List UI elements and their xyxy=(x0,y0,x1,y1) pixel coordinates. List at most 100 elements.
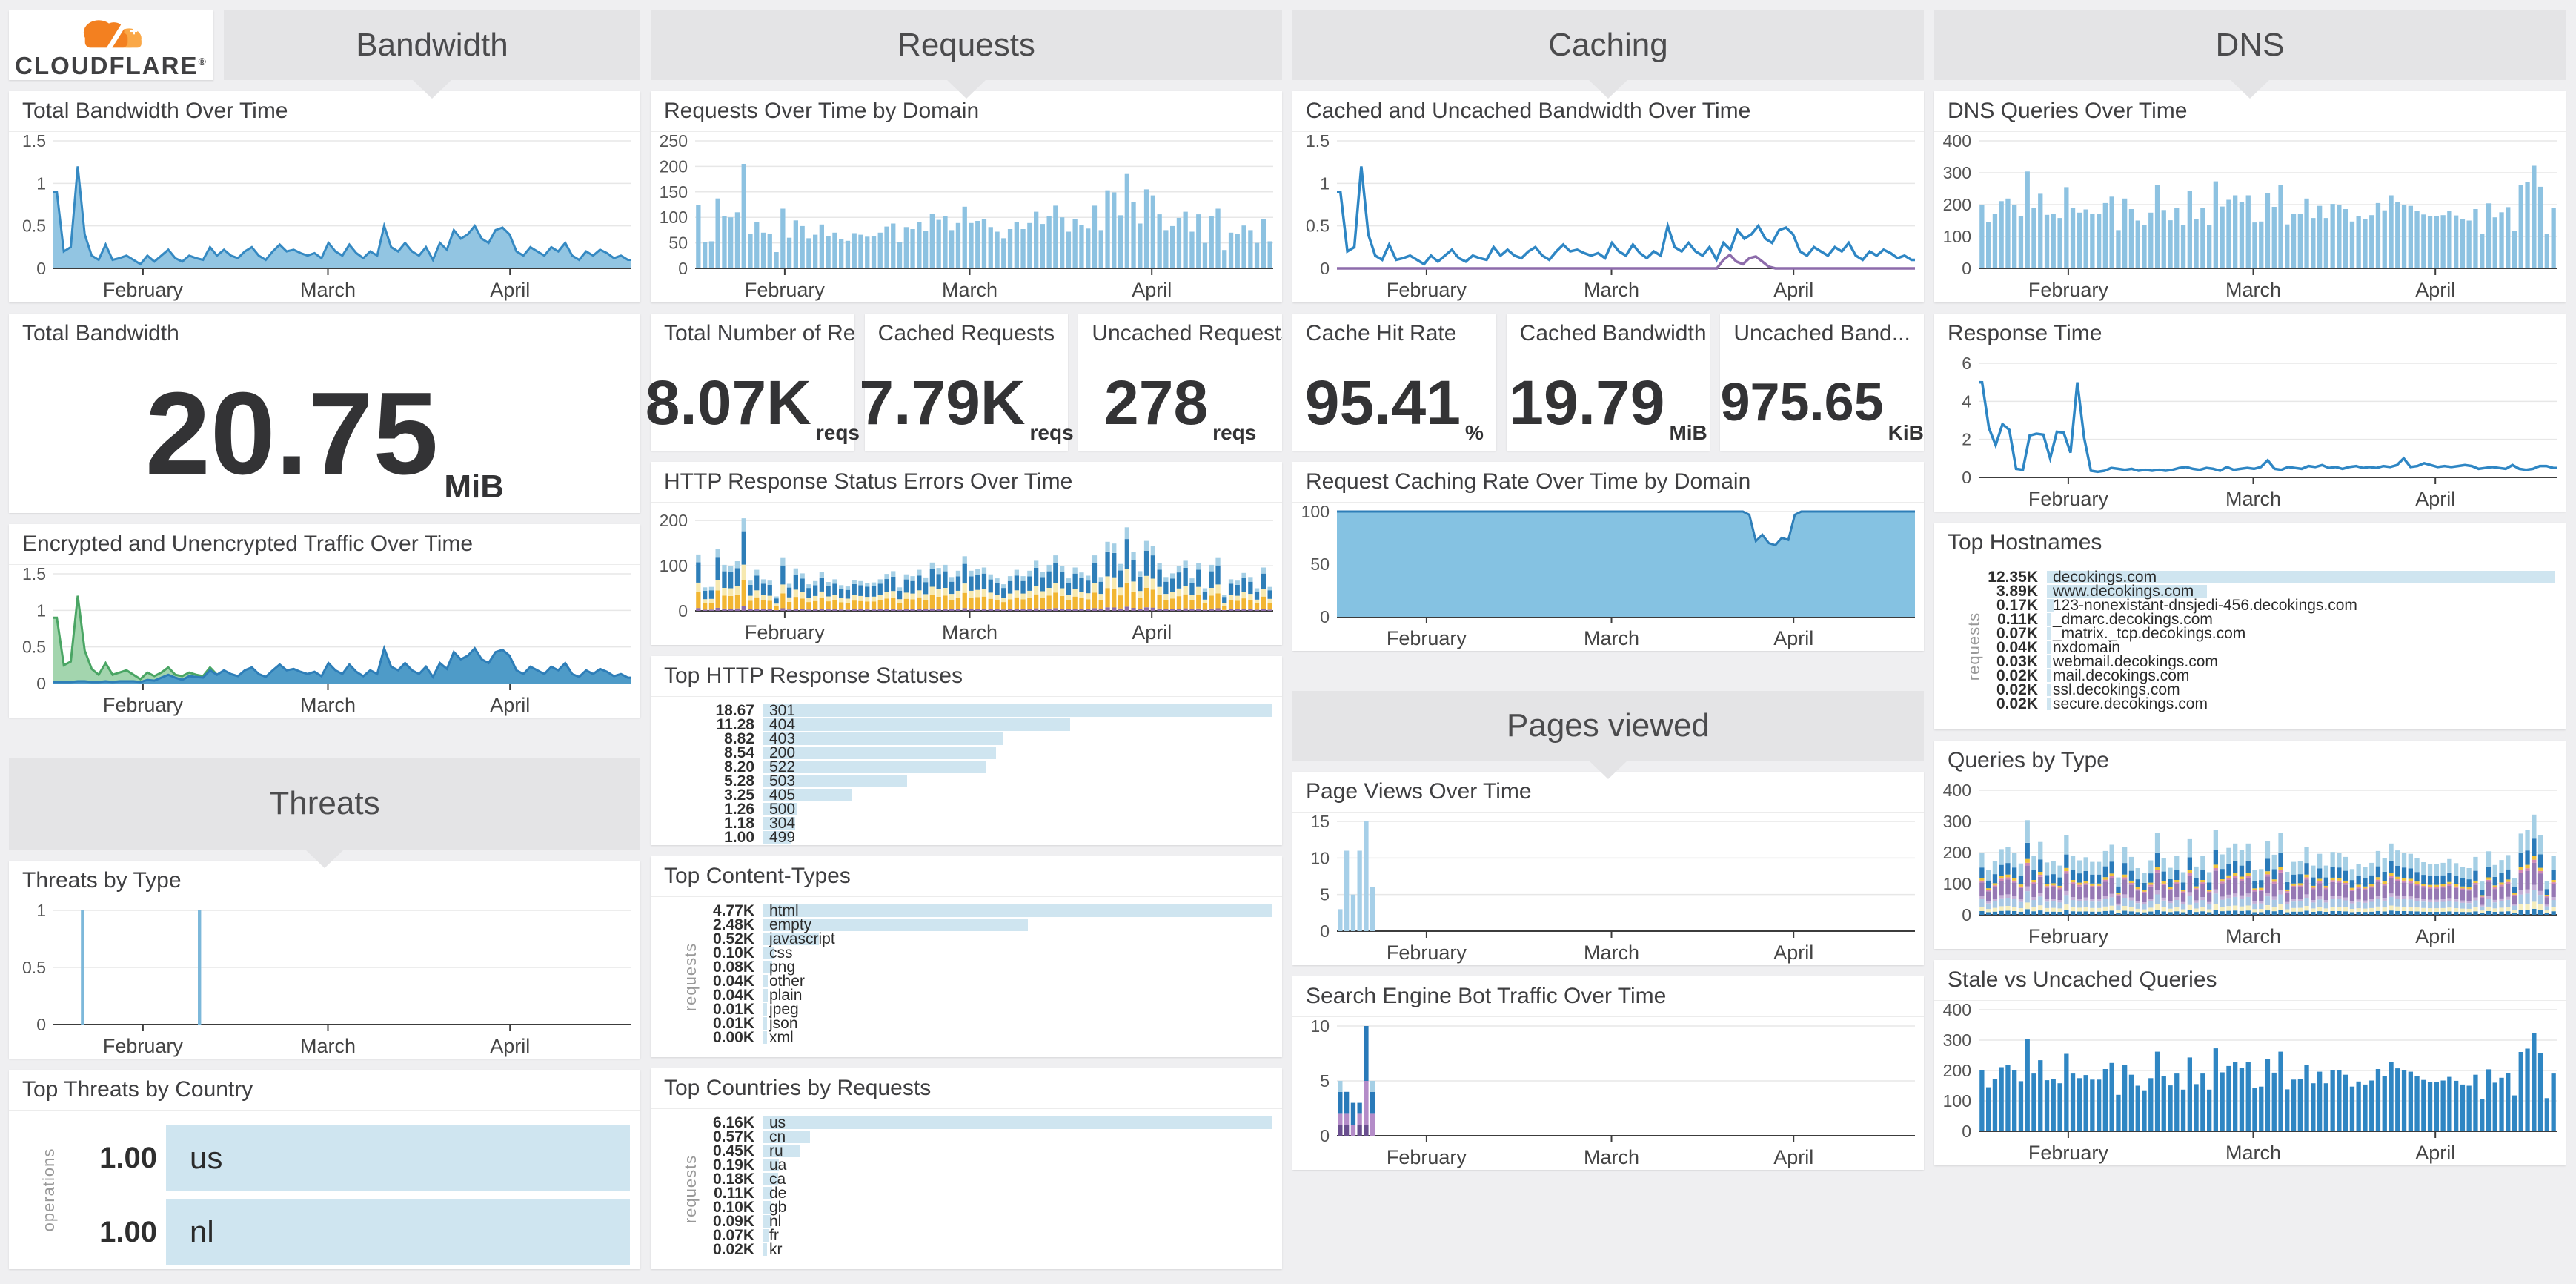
stacked-bar-segment[interactable] xyxy=(2148,898,2154,901)
stacked-bar-segment[interactable] xyxy=(2323,912,2328,915)
bar[interactable] xyxy=(2311,1083,2316,1131)
stacked-bar-segment[interactable] xyxy=(1105,576,1110,589)
stacked-bar-segment[interactable] xyxy=(2025,891,2030,903)
stacked-bar-segment[interactable] xyxy=(2213,850,2218,865)
stacked-bar-segment[interactable] xyxy=(2291,911,2297,915)
stacked-bar-segment[interactable] xyxy=(2135,908,2140,913)
stacked-bar-segment[interactable] xyxy=(2382,858,2387,872)
stacked-bar-segment[interactable] xyxy=(852,595,857,601)
stacked-bar-segment[interactable] xyxy=(877,595,883,600)
bar[interactable] xyxy=(2427,1082,2433,1131)
stacked-bar-segment[interactable] xyxy=(754,575,760,591)
stacked-bar-segment[interactable] xyxy=(2109,873,2114,876)
stacked-bar-segment[interactable] xyxy=(910,593,915,600)
stacked-bar-segment[interactable] xyxy=(2317,868,2323,879)
bar[interactable] xyxy=(2213,181,2218,268)
bar[interactable] xyxy=(2486,1069,2492,1131)
stacked-bar-segment[interactable] xyxy=(728,588,734,596)
stacked-bar-segment[interactable] xyxy=(2356,876,2361,885)
stacked-bar-segment[interactable] xyxy=(2070,882,2076,884)
stacked-bar-segment[interactable] xyxy=(2097,901,2102,908)
stacked-bar-segment[interactable] xyxy=(2291,899,2297,902)
stacked-bar-segment[interactable] xyxy=(852,580,857,584)
bar[interactable] xyxy=(2083,209,2088,269)
stacked-bar-segment[interactable] xyxy=(2337,896,2342,899)
bar[interactable] xyxy=(2168,1085,2173,1131)
stacked-bar-segment[interactable] xyxy=(2271,899,2277,907)
bar[interactable] xyxy=(2083,1075,2088,1131)
bar[interactable] xyxy=(2102,202,2108,268)
stacked-bar-segment[interactable] xyxy=(1020,580,1026,594)
bar[interactable] xyxy=(2174,1073,2180,1131)
stacked-bar-segment[interactable] xyxy=(995,583,1000,595)
stacked-bar-segment[interactable] xyxy=(2537,910,2543,916)
bar[interactable] xyxy=(2077,1078,2082,1132)
stacked-bar-segment[interactable] xyxy=(2161,858,2166,872)
stacked-bar-segment[interactable] xyxy=(2349,912,2355,915)
stacked-bar-segment[interactable] xyxy=(2460,888,2466,890)
bar[interactable] xyxy=(2395,1068,2400,1131)
stacked-bar-segment[interactable] xyxy=(2506,869,2511,880)
bar[interactable] xyxy=(2220,206,2225,268)
stacked-bar-segment[interactable] xyxy=(1241,572,1246,578)
stacked-bar-segment[interactable] xyxy=(2395,906,2400,911)
stacked-bar-segment[interactable] xyxy=(2012,911,2017,915)
stacked-bar-segment[interactable] xyxy=(819,578,824,592)
stacked-bar-segment[interactable] xyxy=(2395,850,2400,866)
stacked-bar-segment[interactable] xyxy=(2038,893,2043,897)
stacked-bar-segment[interactable] xyxy=(2349,903,2355,909)
stacked-bar-segment[interactable] xyxy=(1202,588,1208,592)
stacked-bar-segment[interactable] xyxy=(1112,577,1117,589)
stacked-bar-segment[interactable] xyxy=(780,593,786,609)
stacked-bar-segment[interactable] xyxy=(1157,586,1162,595)
bar[interactable] xyxy=(1092,205,1098,268)
bar[interactable] xyxy=(1202,242,1208,268)
bar[interactable] xyxy=(2537,1053,2543,1131)
stacked-bar-segment[interactable] xyxy=(1138,609,1143,611)
stacked-bar-segment[interactable] xyxy=(741,580,746,606)
stacked-bar-segment[interactable] xyxy=(1979,911,1985,915)
stacked-bar-segment[interactable] xyxy=(2187,896,2192,905)
stacked-bar-segment[interactable] xyxy=(741,518,746,532)
stacked-bar-segment[interactable] xyxy=(2161,900,2166,907)
stacked-bar-segment[interactable] xyxy=(728,595,734,609)
bar[interactable] xyxy=(2116,230,2121,268)
stacked-bar-segment[interactable] xyxy=(2102,866,2108,878)
bar[interactable] xyxy=(2480,234,2485,268)
row-bar[interactable] xyxy=(763,919,1028,931)
stacked-bar-segment[interactable] xyxy=(2259,912,2264,915)
stacked-bar-segment[interactable] xyxy=(1150,578,1155,590)
stacked-bar-segment[interactable] xyxy=(1143,607,1149,611)
stacked-bar-segment[interactable] xyxy=(1189,578,1195,583)
stacked-bar-segment[interactable] xyxy=(975,609,980,611)
stacked-bar-segment[interactable] xyxy=(2180,890,2186,892)
stacked-bar-segment[interactable] xyxy=(1060,566,1065,572)
stacked-bar-segment[interactable] xyxy=(2102,850,2108,867)
stacked-bar-segment[interactable] xyxy=(1131,591,1136,609)
bar[interactable] xyxy=(81,910,84,1025)
stacked-bar-segment[interactable] xyxy=(2200,897,2205,901)
stacked-bar-segment[interactable] xyxy=(2285,909,2290,913)
stacked-bar-segment[interactable] xyxy=(1060,588,1065,596)
stacked-bar-segment[interactable] xyxy=(2252,890,2257,892)
stacked-bar-segment[interactable] xyxy=(2064,873,2069,891)
stacked-bar-segment[interactable] xyxy=(1150,546,1155,556)
stacked-bar-segment[interactable] xyxy=(858,580,863,586)
stacked-bar-segment[interactable] xyxy=(2349,890,2355,891)
stacked-bar-segment[interactable] xyxy=(2200,907,2205,912)
stacked-bar-segment[interactable] xyxy=(2213,867,2218,871)
stacked-bar-segment[interactable] xyxy=(2473,900,2478,907)
bar[interactable] xyxy=(2537,186,2543,268)
stacked-bar-segment[interactable] xyxy=(1150,555,1155,579)
stacked-bar-segment[interactable] xyxy=(1364,1081,1369,1125)
bar[interactable] xyxy=(2142,225,2147,268)
bar[interactable] xyxy=(1992,214,1998,268)
stacked-bar-segment[interactable] xyxy=(2044,907,2050,912)
stacked-bar-segment[interactable] xyxy=(703,609,708,611)
stacked-bar-segment[interactable] xyxy=(2154,904,2160,910)
stacked-bar-segment[interactable] xyxy=(2395,910,2400,915)
bar[interactable] xyxy=(2148,212,2154,269)
stacked-bar-segment[interactable] xyxy=(2116,877,2121,887)
stacked-bar-segment[interactable] xyxy=(910,580,915,594)
